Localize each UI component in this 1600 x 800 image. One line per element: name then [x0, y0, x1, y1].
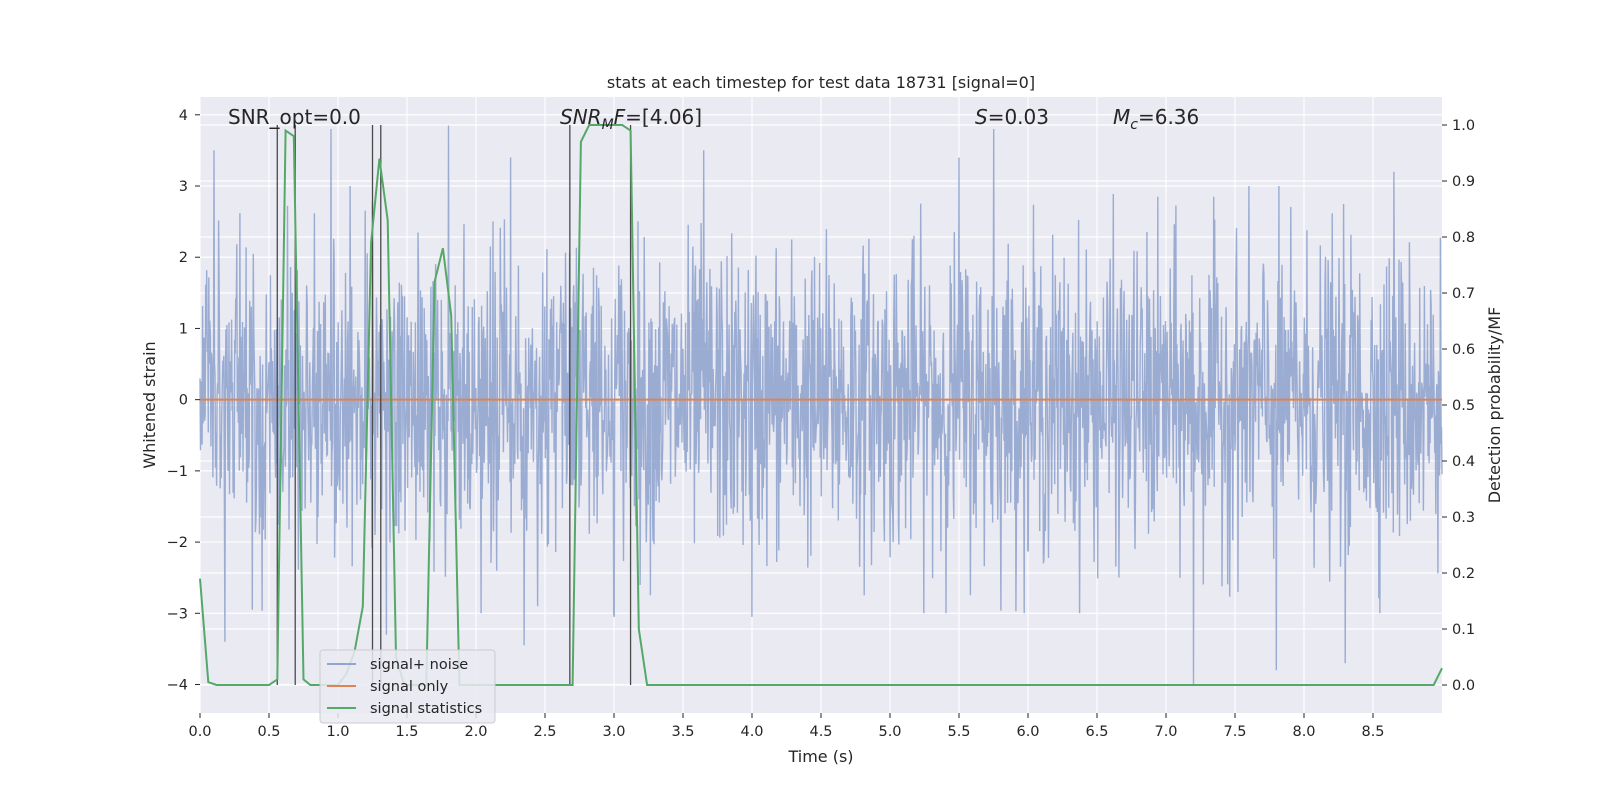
annotation-snr-opt: SNR_opt=0.0 — [228, 105, 361, 129]
annotation-s-symbol: S — [975, 105, 988, 129]
chart-title: stats at each timestep for test data 187… — [607, 73, 1035, 92]
y-axis-label: Whitened strain — [140, 341, 159, 468]
y2-tick-label: 0.1 — [1452, 622, 1475, 638]
y-tick-label: 0 — [179, 393, 188, 409]
y-tick-label: 1 — [179, 321, 188, 337]
y-tick-label: 2 — [179, 250, 188, 266]
y-tick-label: 4 — [179, 108, 188, 124]
annotation-s-value: =0.03 — [988, 105, 1049, 129]
annotation-snr-mf-value: =[4.06] — [625, 105, 702, 129]
annotation-snr-mf: SNRMF=[4.06] — [560, 105, 702, 133]
x-tick-label: 1.0 — [326, 724, 349, 740]
x-tick-label: 1.5 — [395, 724, 418, 740]
y2-axis-label: Detection probability/MF — [1485, 307, 1504, 504]
x-tick-label: 6.5 — [1085, 724, 1108, 740]
y-tick-label: 3 — [179, 179, 188, 195]
y2-tick-label: 0.9 — [1452, 174, 1475, 190]
x-tick-label: 4.0 — [740, 724, 763, 740]
x-axis-label: Time (s) — [787, 747, 853, 766]
series-signal-noise — [199, 125, 1443, 685]
x-tick-label: 3.5 — [671, 724, 694, 740]
y-tick-label: −2 — [167, 535, 188, 551]
legend-box — [319, 649, 496, 724]
x-tick-label: 2.5 — [533, 724, 556, 740]
legend: signal+ noise signal only signal statist… — [319, 649, 496, 724]
annotation-mc: Mc=6.36 — [1113, 105, 1199, 133]
y2-tick-label: 0.0 — [1452, 678, 1475, 694]
legend-label-signal-noise: signal+ noise — [370, 657, 468, 673]
y2-tick-label: 1.0 — [1452, 118, 1475, 134]
x-tick-label: 8.0 — [1292, 724, 1315, 740]
x-tick-label: 0.5 — [257, 724, 280, 740]
x-axis-ticks: 0.0 0.5 1.0 1.5 2.0 2.5 3.0 3.5 4.0 4.5 5.0 5.5 6.0 6… — [188, 713, 1385, 740]
y2-tick-label: 0.3 — [1452, 510, 1475, 526]
y2-tick-label: 0.5 — [1452, 398, 1475, 414]
annotation-mc-symbol: M — [1113, 105, 1130, 129]
annotation-s: S=0.03 — [975, 105, 1049, 129]
x-tick-label: 0.0 — [188, 724, 211, 740]
y2-tick-label: 0.8 — [1452, 230, 1475, 246]
annotation-snr-mf-symbol: SNR — [560, 105, 602, 129]
x-tick-label: 5.0 — [878, 724, 901, 740]
x-tick-label: 7.0 — [1154, 724, 1177, 740]
y-axis-ticks: 4 3 2 1 0 −1 −2 −3 −4 — [167, 108, 200, 694]
y2-tick-label: 0.2 — [1452, 566, 1475, 582]
annotation-snr-mf-symbol2: F — [614, 105, 626, 129]
y2-tick-label: 0.4 — [1452, 454, 1475, 470]
y2-tick-label: 0.7 — [1452, 286, 1475, 302]
x-tick-label: 4.5 — [809, 724, 832, 740]
x-tick-label: 7.5 — [1223, 724, 1246, 740]
y2-tick-label: 0.6 — [1452, 342, 1475, 358]
annotation-mc-value: =6.36 — [1138, 105, 1199, 129]
y-tick-label: −3 — [167, 606, 188, 622]
x-tick-label: 2.0 — [464, 724, 487, 740]
x-tick-label: 6.0 — [1016, 724, 1039, 740]
annotation-mc-sub: c — [1130, 117, 1138, 133]
x-tick-label: 3.0 — [602, 724, 625, 740]
annotation-snr-mf-sub: M — [602, 117, 614, 133]
legend-label-signal-only: signal only — [370, 679, 449, 695]
y2-axis-ticks: 1.0 0.9 0.8 0.7 0.6 0.5 0.4 0.3 0.2 0.1 0.0 — [1442, 118, 1475, 694]
y-tick-label: −1 — [167, 464, 188, 480]
signal-noise-line — [199, 125, 1443, 685]
y-tick-label: −4 — [167, 678, 188, 694]
x-tick-label: 8.5 — [1361, 724, 1384, 740]
x-tick-label: 5.5 — [947, 724, 970, 740]
legend-label-signal-statistics: signal statistics — [370, 701, 482, 717]
